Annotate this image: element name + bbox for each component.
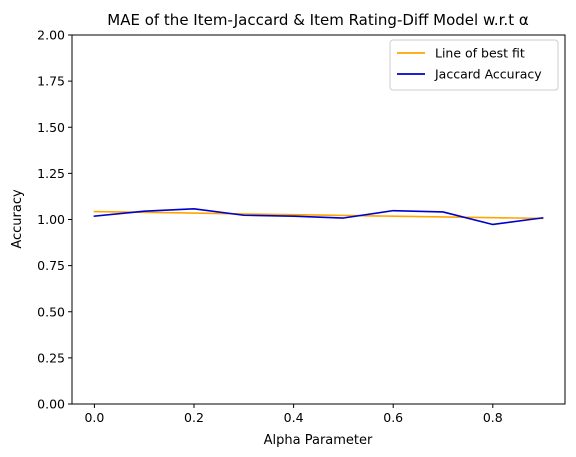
- y-tick-label: 1.50: [37, 120, 65, 135]
- y-tick-label: 0.25: [37, 350, 65, 365]
- series-line-line-of-best-fit: [93, 210, 544, 220]
- y-tick-label: 2.00: [37, 28, 65, 43]
- y-axis-label: Accuracy: [10, 189, 25, 249]
- y-tick-label: 0.75: [37, 258, 65, 273]
- x-tick-label: 0.6: [383, 410, 403, 425]
- y-tick-label: 1.00: [37, 212, 65, 227]
- x-tick-label: 0.4: [284, 410, 304, 425]
- legend-label-line-of-best-fit: Line of best fit: [435, 46, 525, 61]
- y-tick-label: 0.50: [37, 304, 65, 319]
- x-axis: 0.0 0.2 0.4 0.6 0.8: [84, 404, 503, 425]
- chart-title: MAE of the Item-Jaccard & Item Rating-Di…: [107, 11, 529, 29]
- legend-label-jaccard-accuracy: Jaccard Accuracy: [434, 67, 542, 82]
- series-line-jaccard-accuracy: [93, 208, 544, 226]
- legend: Line of best fit Jaccard Accuracy: [389, 39, 559, 91]
- y-tick-label: 1.75: [37, 74, 65, 89]
- x-axis-label: Alpha Parameter: [264, 433, 373, 448]
- y-tick-label: 0.00: [37, 397, 65, 412]
- x-tick-label: 0.0: [84, 410, 104, 425]
- y-tick-label: 1.25: [37, 166, 65, 181]
- y-axis: 0.00 0.25 0.50 0.75 1.00 1.25 1.50 1.75 2.00: [37, 28, 72, 412]
- legend-box: [389, 39, 559, 91]
- x-tick-label: 0.2: [184, 410, 204, 425]
- series-layer: [93, 208, 544, 226]
- x-tick-label: 0.8: [483, 410, 503, 425]
